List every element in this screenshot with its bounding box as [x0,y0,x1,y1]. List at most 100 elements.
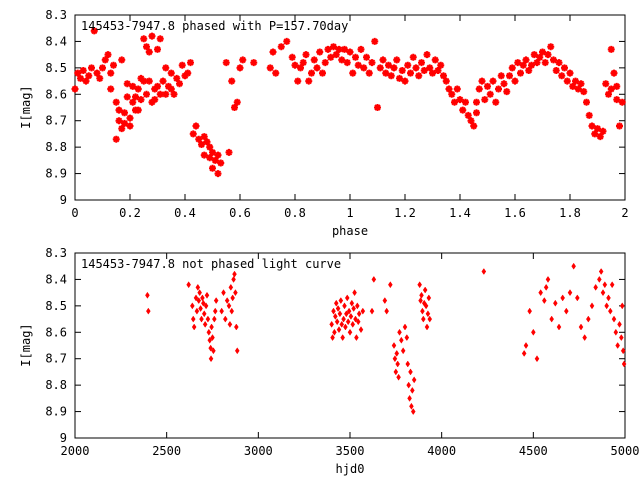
data-point [234,323,239,331]
data-point [205,315,211,323]
data-point [173,74,181,82]
data-point [564,307,569,315]
data-point [190,315,196,323]
data-point [178,61,186,69]
data-point [598,268,604,275]
data-point [165,82,172,90]
data-point [196,297,202,305]
data-point [129,98,137,106]
data-point [385,61,392,69]
data-point [197,289,202,297]
data-point [615,342,620,349]
data-point [583,98,590,106]
data-point [199,315,204,323]
data-point [230,294,235,302]
data-point [222,59,230,67]
data-point [588,122,596,130]
y-tick-label: 8.3 [45,246,67,260]
data-point [272,69,280,77]
data-point [345,318,351,326]
data-point [348,312,354,320]
data-point [407,394,412,402]
y-tick-label: 8.9 [45,405,67,419]
data-point [104,51,112,59]
data-point [228,283,234,291]
data-point [327,53,335,61]
data-point [294,77,302,85]
data-point [134,85,142,93]
data-point [211,156,219,164]
data-point [453,85,461,93]
y-tick-labels: 8.3 8.4 8.5 8.6 8.7 8.8 8.9 9 [45,8,67,207]
data-point [407,69,414,77]
data-point [500,80,508,88]
x-tick-label: 0.2 [119,206,141,220]
data-point [478,77,486,85]
data-point [208,355,214,363]
data-point [207,336,213,344]
data-point [600,289,606,297]
data-point [475,85,483,93]
data-point [187,59,194,67]
data-point [145,77,153,85]
data-point [283,37,291,45]
x-tick-label: 0 [71,206,78,220]
data-point [159,77,167,85]
data-point [88,64,95,72]
data-point [410,386,415,394]
data-point [221,289,226,297]
data-point [604,302,609,310]
y-tick-label: 8.3 [45,8,67,22]
axis-ticks [74,14,626,201]
data-point [234,347,240,355]
data-point [236,64,244,72]
data-point [613,82,621,90]
data-point [451,98,458,106]
data-point [200,151,208,159]
data-point [405,360,411,368]
data-point [167,69,175,77]
data-point [473,98,480,106]
data-point [602,80,610,88]
data-point [549,315,554,323]
data-point [538,289,543,297]
y-tick-label: 8.5 [45,61,67,75]
data-point [118,125,126,133]
data-point [495,85,502,93]
data-point [167,85,175,93]
data-point [508,64,516,72]
data-point [233,289,238,297]
data-point [503,88,511,96]
data-point [602,281,608,289]
y-axis-label: I[mag] [19,323,33,366]
data-point [118,56,126,64]
data-point [617,320,622,328]
data-point [580,88,588,96]
x-tick-label: 4000 [427,444,456,458]
data-point [211,347,216,355]
data-point [426,64,434,72]
data-point [608,307,613,315]
data-point [406,381,411,389]
data-point [162,90,170,98]
data-point [331,307,336,315]
x-tick-label: 1.2 [394,206,416,220]
data-point [195,283,201,291]
data-point [552,67,560,74]
data-point [107,85,115,93]
data-point [578,323,584,331]
data-point [321,59,329,67]
data-point [396,74,403,82]
x-axis-label: hjd0 [336,462,365,476]
data-point [126,114,134,122]
data-point [426,294,432,302]
data-point [347,328,353,336]
data-point [225,148,233,156]
data-point [355,318,361,326]
data-point [556,323,562,331]
data-point [156,90,164,98]
data-point [82,77,90,85]
data-point [181,72,189,80]
data-point [420,307,425,315]
data-point [605,90,612,98]
